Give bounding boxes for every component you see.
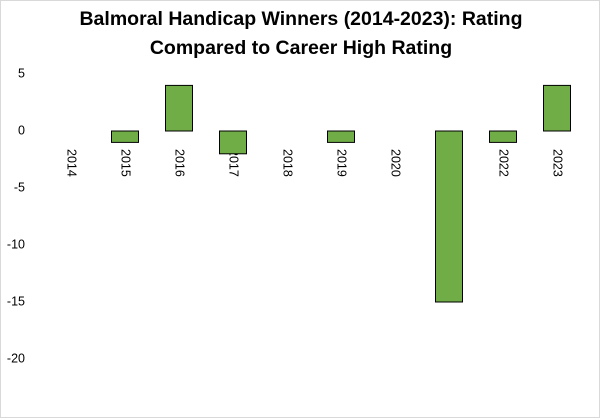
- x-tick-label: 2020: [389, 149, 403, 177]
- bar: [489, 130, 517, 143]
- y-tick-label: -5: [14, 180, 25, 194]
- x-tick-label: 2017: [227, 149, 241, 177]
- x-tick-label: 2015: [119, 149, 133, 177]
- bar: [219, 130, 247, 155]
- chart-title: Balmoral Handicap Winners (2014-2023): R…: [79, 8, 523, 59]
- bar: [111, 130, 139, 143]
- x-tick-label: 2019: [335, 149, 349, 177]
- bar: [435, 130, 463, 303]
- x-tick-label: 2014: [65, 149, 79, 177]
- y-tick-label: 5: [18, 66, 25, 80]
- x-tick-label: 2016: [173, 149, 187, 177]
- bar: [327, 130, 355, 143]
- bar: [165, 84, 193, 132]
- y-tick-label: -10: [7, 237, 25, 251]
- x-tick-label: 2018: [281, 149, 295, 177]
- x-tick-label: 2022: [497, 149, 511, 177]
- y-tick-label: 0: [18, 123, 25, 137]
- y-tick-label: -20: [7, 351, 25, 365]
- x-tick-label: 2023: [551, 149, 565, 177]
- bar: [543, 84, 571, 132]
- y-tick-label: -15: [7, 294, 25, 308]
